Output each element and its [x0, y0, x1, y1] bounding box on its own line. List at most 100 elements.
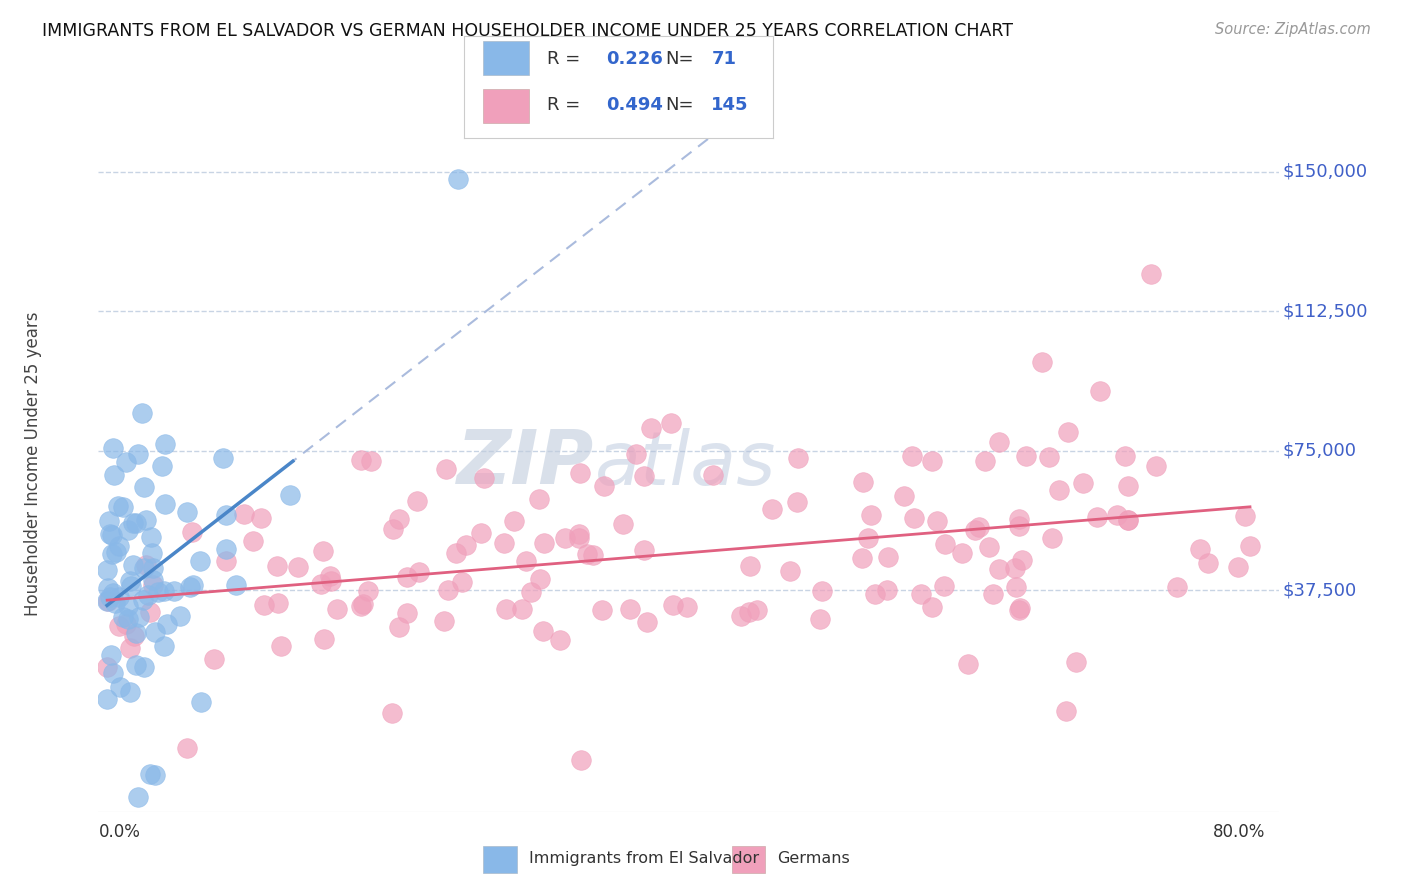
Text: $150,000: $150,000 [1282, 162, 1368, 181]
Point [533, 536, 555, 550]
Text: R =: R = [547, 50, 581, 68]
Point [633, 469, 655, 483]
FancyBboxPatch shape [482, 89, 529, 123]
Text: 71: 71 [711, 50, 737, 68]
Point [1008, 512, 1031, 526]
Point [1118, 513, 1140, 527]
Point [876, 550, 898, 565]
Text: 0.494: 0.494 [606, 96, 664, 114]
Text: Germans: Germans [778, 851, 849, 866]
Point [740, 559, 762, 574]
Point [117, 611, 139, 625]
Point [179, 580, 201, 594]
Point [640, 420, 662, 434]
Point [321, 574, 343, 588]
Point [181, 577, 204, 591]
Point [659, 416, 682, 430]
Point [921, 454, 943, 468]
Point [1047, 483, 1070, 497]
Point [103, 467, 125, 482]
Point [127, 447, 149, 461]
FancyBboxPatch shape [482, 41, 529, 75]
Point [730, 609, 752, 624]
Point [132, 561, 155, 575]
Point [865, 587, 887, 601]
Point [502, 515, 524, 529]
Point [1197, 556, 1219, 570]
Point [352, 597, 374, 611]
Point [593, 478, 616, 492]
Point [381, 522, 404, 536]
Point [1004, 561, 1026, 575]
Text: atlas: atlas [595, 428, 776, 500]
Point [100, 648, 122, 662]
Point [967, 520, 990, 534]
Point [125, 516, 148, 530]
Point [408, 565, 430, 579]
Point [1054, 704, 1077, 718]
Point [1008, 603, 1031, 617]
Point [900, 449, 922, 463]
Point [529, 492, 551, 507]
Text: Householder Income Under 25 years: Householder Income Under 25 years [24, 311, 42, 616]
Point [312, 632, 335, 646]
Point [156, 616, 179, 631]
Point [1064, 656, 1087, 670]
Point [215, 508, 238, 522]
Point [139, 767, 162, 781]
Text: Immigrants from El Salvador: Immigrants from El Salvador [529, 851, 759, 866]
Point [434, 462, 457, 476]
Point [190, 695, 212, 709]
Point [101, 547, 124, 561]
Point [138, 605, 160, 619]
Point [96, 692, 118, 706]
Text: Source: ZipAtlas.com: Source: ZipAtlas.com [1215, 22, 1371, 37]
Point [786, 450, 808, 465]
Point [1008, 519, 1031, 533]
Point [122, 629, 145, 643]
Point [702, 468, 724, 483]
FancyBboxPatch shape [484, 847, 516, 873]
Point [1031, 354, 1053, 368]
Point [131, 592, 153, 607]
Point [494, 535, 516, 549]
Point [950, 547, 973, 561]
Point [278, 488, 301, 502]
Point [136, 588, 159, 602]
Point [1015, 449, 1038, 463]
Point [932, 579, 955, 593]
Point [1234, 509, 1257, 524]
Point [1071, 475, 1094, 490]
Point [309, 577, 332, 591]
Point [97, 594, 120, 608]
Point [350, 453, 373, 467]
Point [388, 512, 411, 526]
Point [1116, 479, 1139, 493]
Point [96, 564, 118, 578]
Text: 0.0%: 0.0% [98, 823, 141, 841]
Point [437, 582, 460, 597]
Text: 80.0%: 80.0% [1213, 823, 1265, 841]
Point [98, 590, 121, 604]
Point [1107, 508, 1129, 523]
Point [145, 767, 167, 781]
Point [108, 540, 131, 554]
Point [107, 619, 129, 633]
Point [118, 641, 141, 656]
Point [141, 573, 163, 587]
Point [451, 574, 474, 589]
Point [456, 538, 478, 552]
Point [108, 680, 131, 694]
Point [495, 602, 517, 616]
Point [395, 569, 418, 583]
Point [851, 550, 873, 565]
Point [876, 582, 898, 597]
Point [396, 606, 419, 620]
Point [148, 585, 170, 599]
Point [176, 505, 198, 519]
Point [903, 510, 925, 524]
Point [1010, 601, 1032, 615]
Point [1166, 580, 1188, 594]
Point [569, 753, 592, 767]
Point [142, 578, 165, 592]
